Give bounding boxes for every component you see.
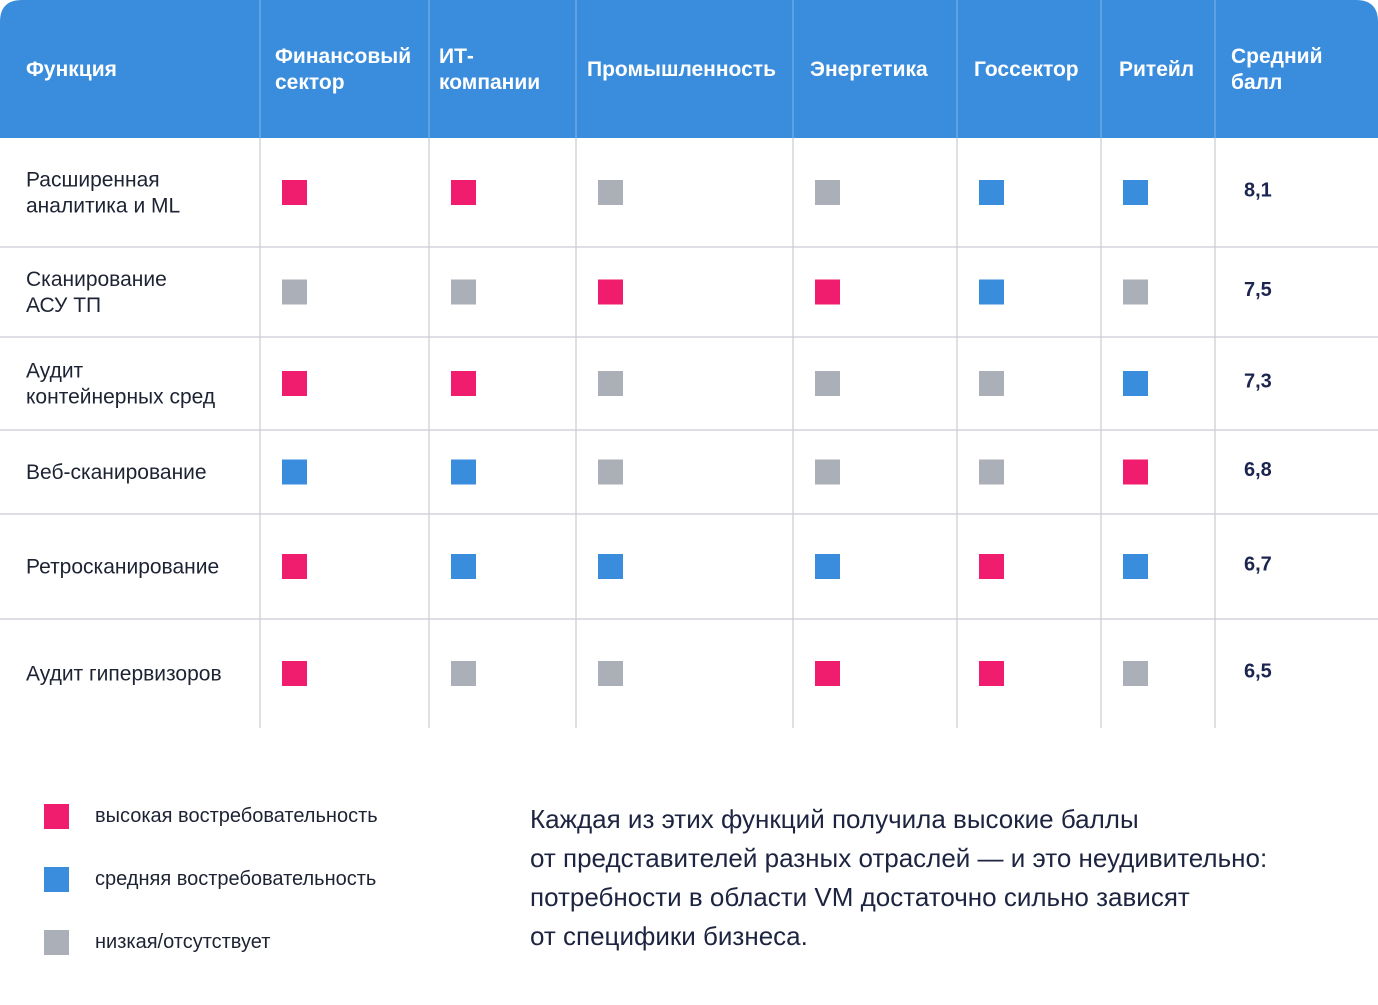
level-cell-low: [979, 459, 1004, 485]
legend-label-high: высокая востребовательность: [95, 804, 378, 827]
row-label: Веб-сканирование: [26, 461, 207, 484]
level-cell-low: [815, 180, 840, 205]
level-cell-medium: [1123, 371, 1148, 396]
level-cell-high: [598, 279, 623, 305]
column-header: Функция: [26, 58, 117, 81]
level-cell-low: [815, 459, 840, 485]
row-label: Аудит гипервизоров: [26, 663, 222, 686]
level-cell-high: [815, 661, 840, 686]
level-cell-low: [598, 459, 623, 485]
level-cell-medium: [1123, 554, 1148, 579]
column-header: Средний: [1231, 45, 1323, 68]
level-cell-low: [979, 371, 1004, 396]
row-label: Ретросканирование: [26, 556, 219, 579]
level-cell-high: [979, 554, 1004, 579]
level-cell-low: [598, 180, 623, 205]
level-cell-low: [282, 279, 307, 305]
legend-item-medium: средняя востребовательность: [44, 866, 464, 892]
row-label: Расширенная: [26, 169, 160, 192]
row-label: контейнерных сред: [26, 386, 215, 409]
summary-note: Каждая из этих функций получила высокие …: [530, 800, 1360, 956]
note-line: от специфики бизнеса.: [530, 921, 808, 951]
level-cell-high: [282, 554, 307, 579]
column-header: Промышленность: [587, 58, 776, 81]
level-cell-low: [451, 661, 476, 686]
row-label: АСУ ТП: [26, 294, 101, 317]
level-cell-low: [451, 279, 476, 305]
column-header: Госсектор: [974, 58, 1079, 81]
note-line: Каждая из этих функций получила высокие …: [530, 804, 1139, 834]
average-score: 6,7: [1244, 554, 1272, 576]
level-cell-low: [815, 371, 840, 396]
level-cell-high: [282, 180, 307, 205]
row-label: Сканирование: [26, 268, 167, 291]
legend-swatch-medium: [44, 866, 69, 892]
column-header: Финансовый: [275, 45, 411, 68]
legend-item-high: высокая востребовательность: [44, 803, 464, 829]
level-cell-high: [1123, 459, 1148, 485]
average-score: 8,1: [1244, 180, 1272, 202]
level-cell-high: [451, 180, 476, 205]
column-header: компании: [439, 71, 540, 94]
legend-item-low: низкая/отсутствует: [44, 929, 464, 955]
level-cell-medium: [1123, 180, 1148, 205]
row-label: аналитика и ML: [26, 195, 180, 218]
column-header: Энергетика: [810, 58, 928, 81]
average-score: 7,3: [1244, 371, 1272, 393]
row-label: Аудит: [26, 360, 84, 383]
legend-label-medium: средняя востребовательность: [95, 867, 377, 890]
column-header: Ритейл: [1119, 58, 1194, 81]
level-cell-high: [815, 279, 840, 305]
average-score: 6,5: [1244, 661, 1272, 683]
level-cell-medium: [451, 459, 476, 485]
level-cell-high: [979, 661, 1004, 686]
level-cell-high: [282, 661, 307, 686]
average-score: 6,8: [1244, 459, 1272, 481]
level-cell-low: [1123, 279, 1148, 305]
legend-swatch-high: [44, 803, 69, 829]
demand-table: Функция Финансовый сектор ИТ-компании Промыш…: [0, 0, 1378, 728]
level-cell-medium: [979, 180, 1004, 205]
column-header: ИТ-: [439, 45, 474, 68]
legend-label-low: низкая/отсутствует: [95, 930, 271, 953]
level-cell-medium: [979, 279, 1004, 305]
level-cell-medium: [598, 554, 623, 579]
note-line: от представителей разных отраслей — и эт…: [530, 843, 1268, 873]
legend: высокая востребовательность средняя вост…: [44, 803, 464, 992]
level-cell-high: [282, 371, 307, 396]
level-cell-low: [1123, 661, 1148, 686]
level-cell-high: [451, 371, 476, 396]
level-cell-low: [598, 371, 623, 396]
level-cell-low: [598, 661, 623, 686]
note-line: потребности в области VM достаточно силь…: [530, 882, 1190, 912]
average-score: 7,5: [1244, 279, 1272, 301]
table-header-bg: [0, 0, 1378, 138]
legend-swatch-low: [44, 929, 69, 955]
level-cell-medium: [282, 459, 307, 485]
column-header: балл: [1231, 71, 1282, 94]
column-header: сектор: [275, 71, 345, 94]
level-cell-medium: [815, 554, 840, 579]
level-cell-medium: [451, 554, 476, 579]
